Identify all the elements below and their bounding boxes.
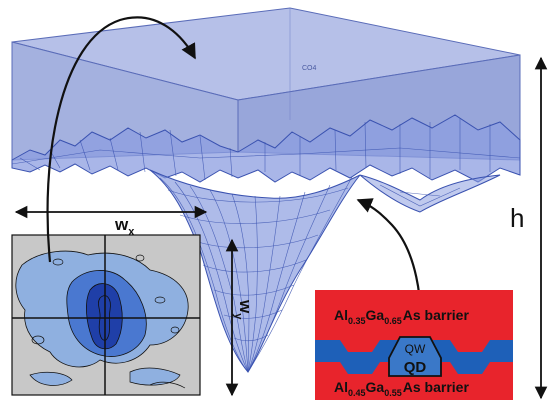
h-label: h — [510, 203, 524, 233]
barrier-bottom-text: Al0.45Ga0.55As barrier — [334, 379, 469, 398]
qd-shape — [388, 336, 442, 377]
wx-label: wx — [114, 215, 135, 238]
qd-schematic: QW QD Al0.35Ga0.65As barrier Al0.45Ga0.5… — [315, 290, 513, 400]
box-tag: CO4 — [302, 65, 317, 72]
surface-funnel-right — [359, 174, 501, 213]
wy-label: wy — [232, 299, 255, 320]
contour-level-light-3 — [29, 371, 73, 386]
wetting-surface — [11, 114, 521, 373]
qd-label: QD — [404, 359, 427, 376]
arrow-map-to-box — [46, 16, 196, 263]
barrier-top-text: Al0.35Ga0.65As barrier — [334, 307, 469, 326]
contour-level-core — [98, 295, 111, 341]
contour-blobs — [31, 254, 186, 389]
contour-map — [11, 234, 201, 396]
contour-level-light-2 — [129, 367, 181, 386]
qw-label: QW — [405, 342, 426, 356]
